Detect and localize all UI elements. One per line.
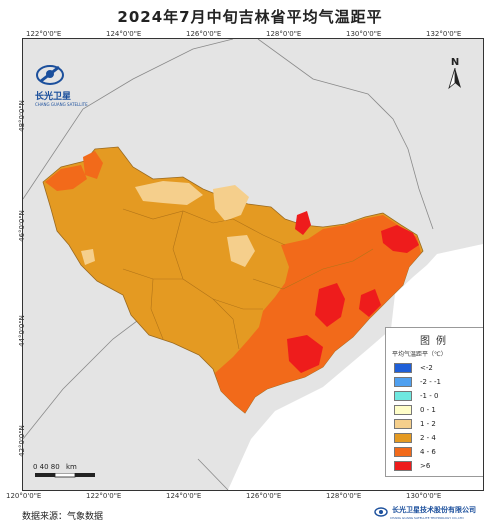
coordinate-label: 126°0'0"E bbox=[186, 30, 222, 38]
north-arrow: N bbox=[443, 57, 467, 93]
coordinate-label: 122°0'0"E bbox=[86, 492, 122, 500]
logo-subtitle: CHANG GUANG SATELLITE bbox=[35, 102, 88, 107]
legend-title: 图例 bbox=[420, 336, 452, 347]
scale-values: 0 40 80 bbox=[33, 463, 60, 471]
coordinate-label: 128°0'0"E bbox=[326, 492, 362, 500]
legend-item: 1 - 2 bbox=[390, 417, 482, 431]
scale-labels: 0 40 80 km bbox=[33, 463, 77, 471]
coordinate-label: 42°0'0"N bbox=[17, 425, 26, 457]
logo-name: 长光卫星 bbox=[35, 92, 72, 102]
coordinate-label: 122°0'0"E bbox=[26, 30, 62, 38]
satellite-logo-icon bbox=[36, 65, 64, 85]
neighbor-border bbox=[257, 39, 434, 230]
scale-bar-graphic bbox=[35, 473, 95, 478]
legend-label: 4 - 6 bbox=[420, 448, 436, 456]
coordinate-label: 124°0'0"E bbox=[106, 30, 142, 38]
coordinate-label: 128°0'0"E bbox=[266, 30, 302, 38]
legend-items: <-2 -2 - -1 -1 - 0 0 - 1 1 - 2 2 - 4 4 - 6 >6 bbox=[390, 361, 482, 473]
legend-swatch bbox=[394, 391, 412, 401]
legend-label: 0 - 1 bbox=[420, 406, 436, 414]
map-frame: 长光卫星 CHANG GUANG SATELLITE N 图例 平均气温距平（℃… bbox=[22, 38, 484, 491]
north-label: N bbox=[450, 57, 460, 68]
coordinate-label: 124°0'0"E bbox=[166, 492, 202, 500]
north-arrow-icon bbox=[448, 67, 461, 90]
anomaly-patch-above-6 bbox=[287, 335, 323, 373]
anomaly-patch-1-2 bbox=[135, 181, 203, 205]
anomaly-area-4-6 bbox=[83, 151, 103, 179]
legend-item: -2 - -1 bbox=[390, 375, 482, 389]
legend-swatch bbox=[394, 447, 412, 457]
coordinate-label: 126°0'0"E bbox=[246, 492, 282, 500]
legend-swatch bbox=[394, 377, 412, 387]
anomaly-patch-above-6 bbox=[315, 283, 345, 327]
anomaly-patch-above-6 bbox=[295, 211, 311, 235]
legend-label: <-2 bbox=[420, 364, 433, 372]
data-source: 数据来源：气象数据 bbox=[22, 512, 104, 522]
coordinate-label: 44°0'0"N bbox=[17, 315, 26, 347]
legend-subtitle: 平均气温距平（℃） bbox=[392, 351, 447, 358]
anomaly-patch-1-2 bbox=[227, 235, 255, 267]
company-subtitle: CHANG GUANG SATELLITE TECHNOLOGY CO.,LTD bbox=[390, 516, 464, 520]
map-title: 2024年7月中旬吉林省平均气温距平 bbox=[117, 8, 383, 26]
legend-item: <-2 bbox=[390, 361, 482, 375]
coordinate-label: 132°0'0"E bbox=[426, 30, 462, 38]
anomaly-patch-1-2 bbox=[81, 249, 95, 265]
legend-item: 0 - 1 bbox=[390, 403, 482, 417]
scale-bar: 0 40 80 km bbox=[33, 463, 113, 483]
anomaly-patch-above-6 bbox=[359, 289, 381, 317]
county-borders bbox=[122, 208, 374, 350]
legend-item: 2 - 4 bbox=[390, 431, 482, 445]
legend-swatch bbox=[394, 405, 412, 415]
company-logo: 长光卫星 CHANG GUANG SATELLITE bbox=[35, 61, 93, 107]
coordinate-label: 130°0'0"E bbox=[346, 30, 382, 38]
neighbor-border bbox=[23, 39, 234, 200]
legend-swatch bbox=[394, 419, 412, 429]
legend-label: 2 - 4 bbox=[420, 434, 436, 442]
anomaly-area-4-6 bbox=[45, 165, 87, 191]
legend-item: >6 bbox=[390, 459, 482, 473]
legend-swatch bbox=[394, 363, 412, 373]
legend: 图例 平均气温距平（℃） <-2 -2 - -1 -1 - 0 0 - 1 1 - 2 2… bbox=[385, 327, 483, 477]
legend-swatch bbox=[394, 433, 412, 443]
neighbor-border bbox=[197, 458, 229, 490]
map-svg bbox=[23, 39, 483, 490]
coordinate-label: 120°0'0"E bbox=[6, 492, 42, 500]
scale-unit: km bbox=[65, 463, 77, 471]
legend-swatch bbox=[394, 461, 412, 471]
legend-label: -2 - -1 bbox=[420, 378, 441, 386]
company-icon bbox=[374, 507, 388, 517]
coordinate-label: 130°0'0"E bbox=[406, 492, 442, 500]
legend-label: -1 - 0 bbox=[420, 392, 439, 400]
legend-item: -1 - 0 bbox=[390, 389, 482, 403]
legend-label: 1 - 2 bbox=[420, 420, 436, 428]
legend-label: >6 bbox=[420, 462, 431, 470]
company-name: 长光卫星技术股份有限公司 bbox=[392, 506, 476, 514]
anomaly-patch-above-6 bbox=[381, 225, 419, 253]
legend-item: 4 - 6 bbox=[390, 445, 482, 459]
coordinate-label: 48°0'0"N bbox=[17, 100, 26, 132]
anomaly-patch-1-2 bbox=[213, 185, 249, 221]
coordinate-label: 46°0'0"N bbox=[17, 210, 26, 242]
